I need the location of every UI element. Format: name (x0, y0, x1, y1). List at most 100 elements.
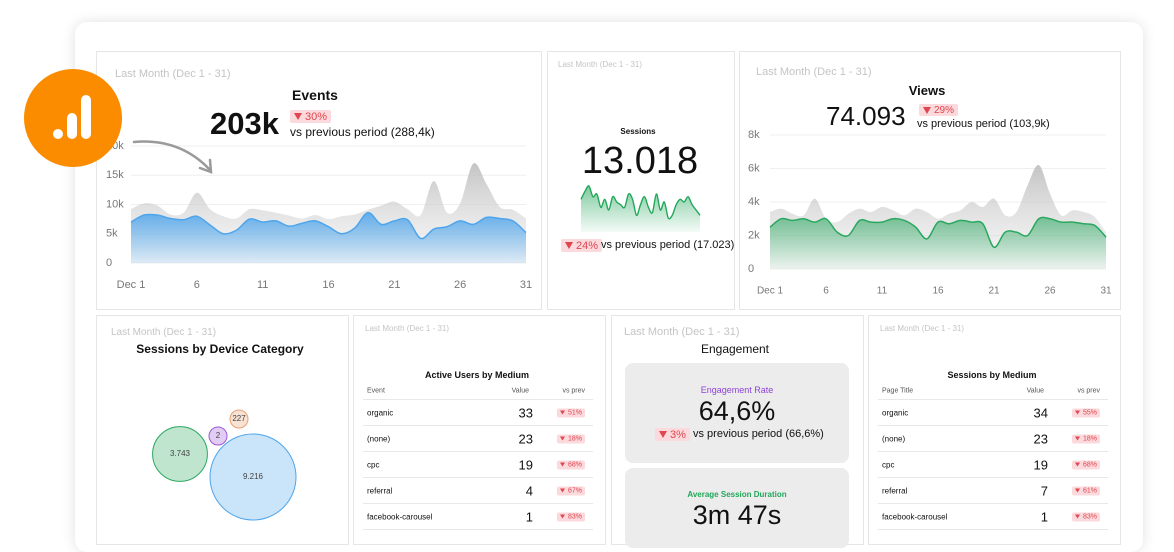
change-badge: 51% (556, 408, 585, 417)
period: Last Month (Dec 1 - 31) (115, 68, 231, 80)
down-arrow (1074, 514, 1080, 519)
sessions-panel (547, 51, 735, 310)
column-header: Event (367, 387, 385, 395)
cell-name: organic (882, 408, 909, 417)
cell-change: 61% (1082, 487, 1097, 494)
comparison: vs previous period (17.023) (601, 239, 735, 251)
cell-change: 83% (567, 513, 582, 520)
line (769, 216, 1107, 248)
arrow (132, 140, 213, 174)
cell-name: cpc (882, 460, 895, 469)
x-tick-label: Dec 1 (757, 286, 784, 297)
period: Last Month (Dec 1 - 31) (365, 324, 450, 333)
y-tick-label: 8k (748, 129, 760, 141)
widget-title: Events (292, 87, 338, 103)
down-arrow (559, 436, 565, 441)
metric-value: 3m 47s (692, 500, 782, 530)
comparison: vs previous period (103,9k) (917, 118, 1050, 130)
table: Page Title Value vs prev organic 34 55% (none)… (868, 383, 1121, 543)
change-badge: 3% (655, 428, 690, 441)
change-badge: 67% (556, 486, 585, 495)
column-header: vs prev (562, 387, 585, 395)
comparison: vs previous period (288,4k) (290, 125, 435, 139)
cell-value: 33 (518, 405, 533, 420)
x-tick-label: 6 (823, 286, 829, 297)
x-tick-label: 16 (932, 286, 944, 297)
change-badge: 29% (919, 104, 959, 116)
table-row: facebook-carousel 1 83% (878, 504, 1108, 530)
period: Last Month (Dec 1 - 31) (756, 66, 872, 78)
x-tick-label: 16 (322, 279, 334, 291)
table-row: cpc 19 68% (878, 452, 1108, 478)
table-row: facebook-carousel 1 83% (363, 504, 593, 530)
sessions-medium-panel (868, 315, 1121, 545)
y-tick-label: 2k (748, 229, 760, 241)
bubble-label: 9.216 (243, 472, 264, 481)
kpi-value: 203k (210, 106, 279, 141)
y-tick-label: 0 (106, 257, 112, 269)
x-tick-label: 21 (988, 286, 1000, 297)
bubble-label: 227 (232, 414, 246, 423)
table-row: referral 4 67% (363, 478, 593, 504)
cell-value: 1 (525, 509, 533, 524)
metric-card (625, 363, 849, 463)
change-badge: 24% (561, 239, 603, 252)
table-row: cpc 19 68% (363, 452, 593, 478)
cell-value: 19 (518, 457, 533, 472)
metric-label: Engagement Rate (700, 385, 774, 395)
column-header: Value (1026, 387, 1044, 395)
column-header: Value (511, 387, 529, 395)
change: 24% (576, 239, 599, 252)
change-badge: 83% (556, 512, 585, 521)
active-users-panel (353, 315, 606, 545)
cell-value: 4 (525, 483, 533, 498)
change-badge: 83% (1071, 512, 1100, 521)
cell-change: 67% (567, 487, 582, 494)
period: Last Month (Dec 1 - 31) (880, 324, 965, 333)
x-tick-label: Dec 1 (117, 279, 146, 291)
x-tick-label: 31 (1100, 286, 1112, 297)
y-tick-label: 0 (748, 263, 754, 275)
metric-value: 64,6% (698, 396, 776, 426)
period: Last Month (Dec 1 - 31) (111, 327, 217, 338)
down-arrow (1074, 462, 1080, 467)
cell-name: referral (882, 486, 908, 495)
x-tick-label: 21 (388, 279, 400, 291)
change: 3% (670, 428, 686, 441)
analytics-logo (24, 69, 122, 167)
y-tick-label: 10k (106, 198, 124, 210)
kpi-value: 13.018 (581, 140, 699, 182)
cell-name: (none) (882, 434, 906, 443)
widget-title: Sessions by Device Category (136, 342, 304, 356)
column-header: vs prev (1077, 387, 1100, 395)
table-row: (none) 23 18% (363, 426, 593, 452)
kpi-value: 74.093 (826, 101, 906, 131)
cell-name: cpc (367, 460, 380, 469)
cell-change: 68% (567, 461, 582, 468)
change-badge: 30% (290, 110, 332, 123)
cell-name: facebook-carousel (882, 512, 948, 521)
change: 30% (305, 110, 328, 123)
cell-name: organic (367, 408, 394, 417)
x-tick-label: 11 (257, 279, 268, 291)
column-header: Page Title (882, 387, 914, 395)
page: 0 5k 10k 15k 20k Dec 1 6 11 16 21 26 31 0 2k 4k 6k 8k Dec… (24, 51, 1121, 548)
table-header: Page Title Value vs prev (878, 383, 1108, 400)
line (580, 185, 701, 220)
widget-title: Sessions (620, 127, 656, 136)
area (581, 185, 700, 232)
change: 29% (934, 104, 955, 116)
table: Event Value vs prev organic 33 51% (none) 23 18%… (353, 383, 606, 543)
cell-name: facebook-carousel (367, 512, 433, 521)
bubble (152, 426, 208, 482)
y-tick-label: 6k (748, 162, 760, 174)
cell-change: 18% (1082, 435, 1097, 442)
comparison: vs previous period (66,6%) (693, 428, 824, 440)
bubble (208, 426, 228, 446)
x-tick-label: 31 (520, 279, 532, 291)
change-badge: 18% (1071, 434, 1100, 443)
change-badge: 68% (1071, 460, 1100, 469)
x-tick-label: 11 (877, 286, 888, 297)
line (130, 211, 527, 240)
